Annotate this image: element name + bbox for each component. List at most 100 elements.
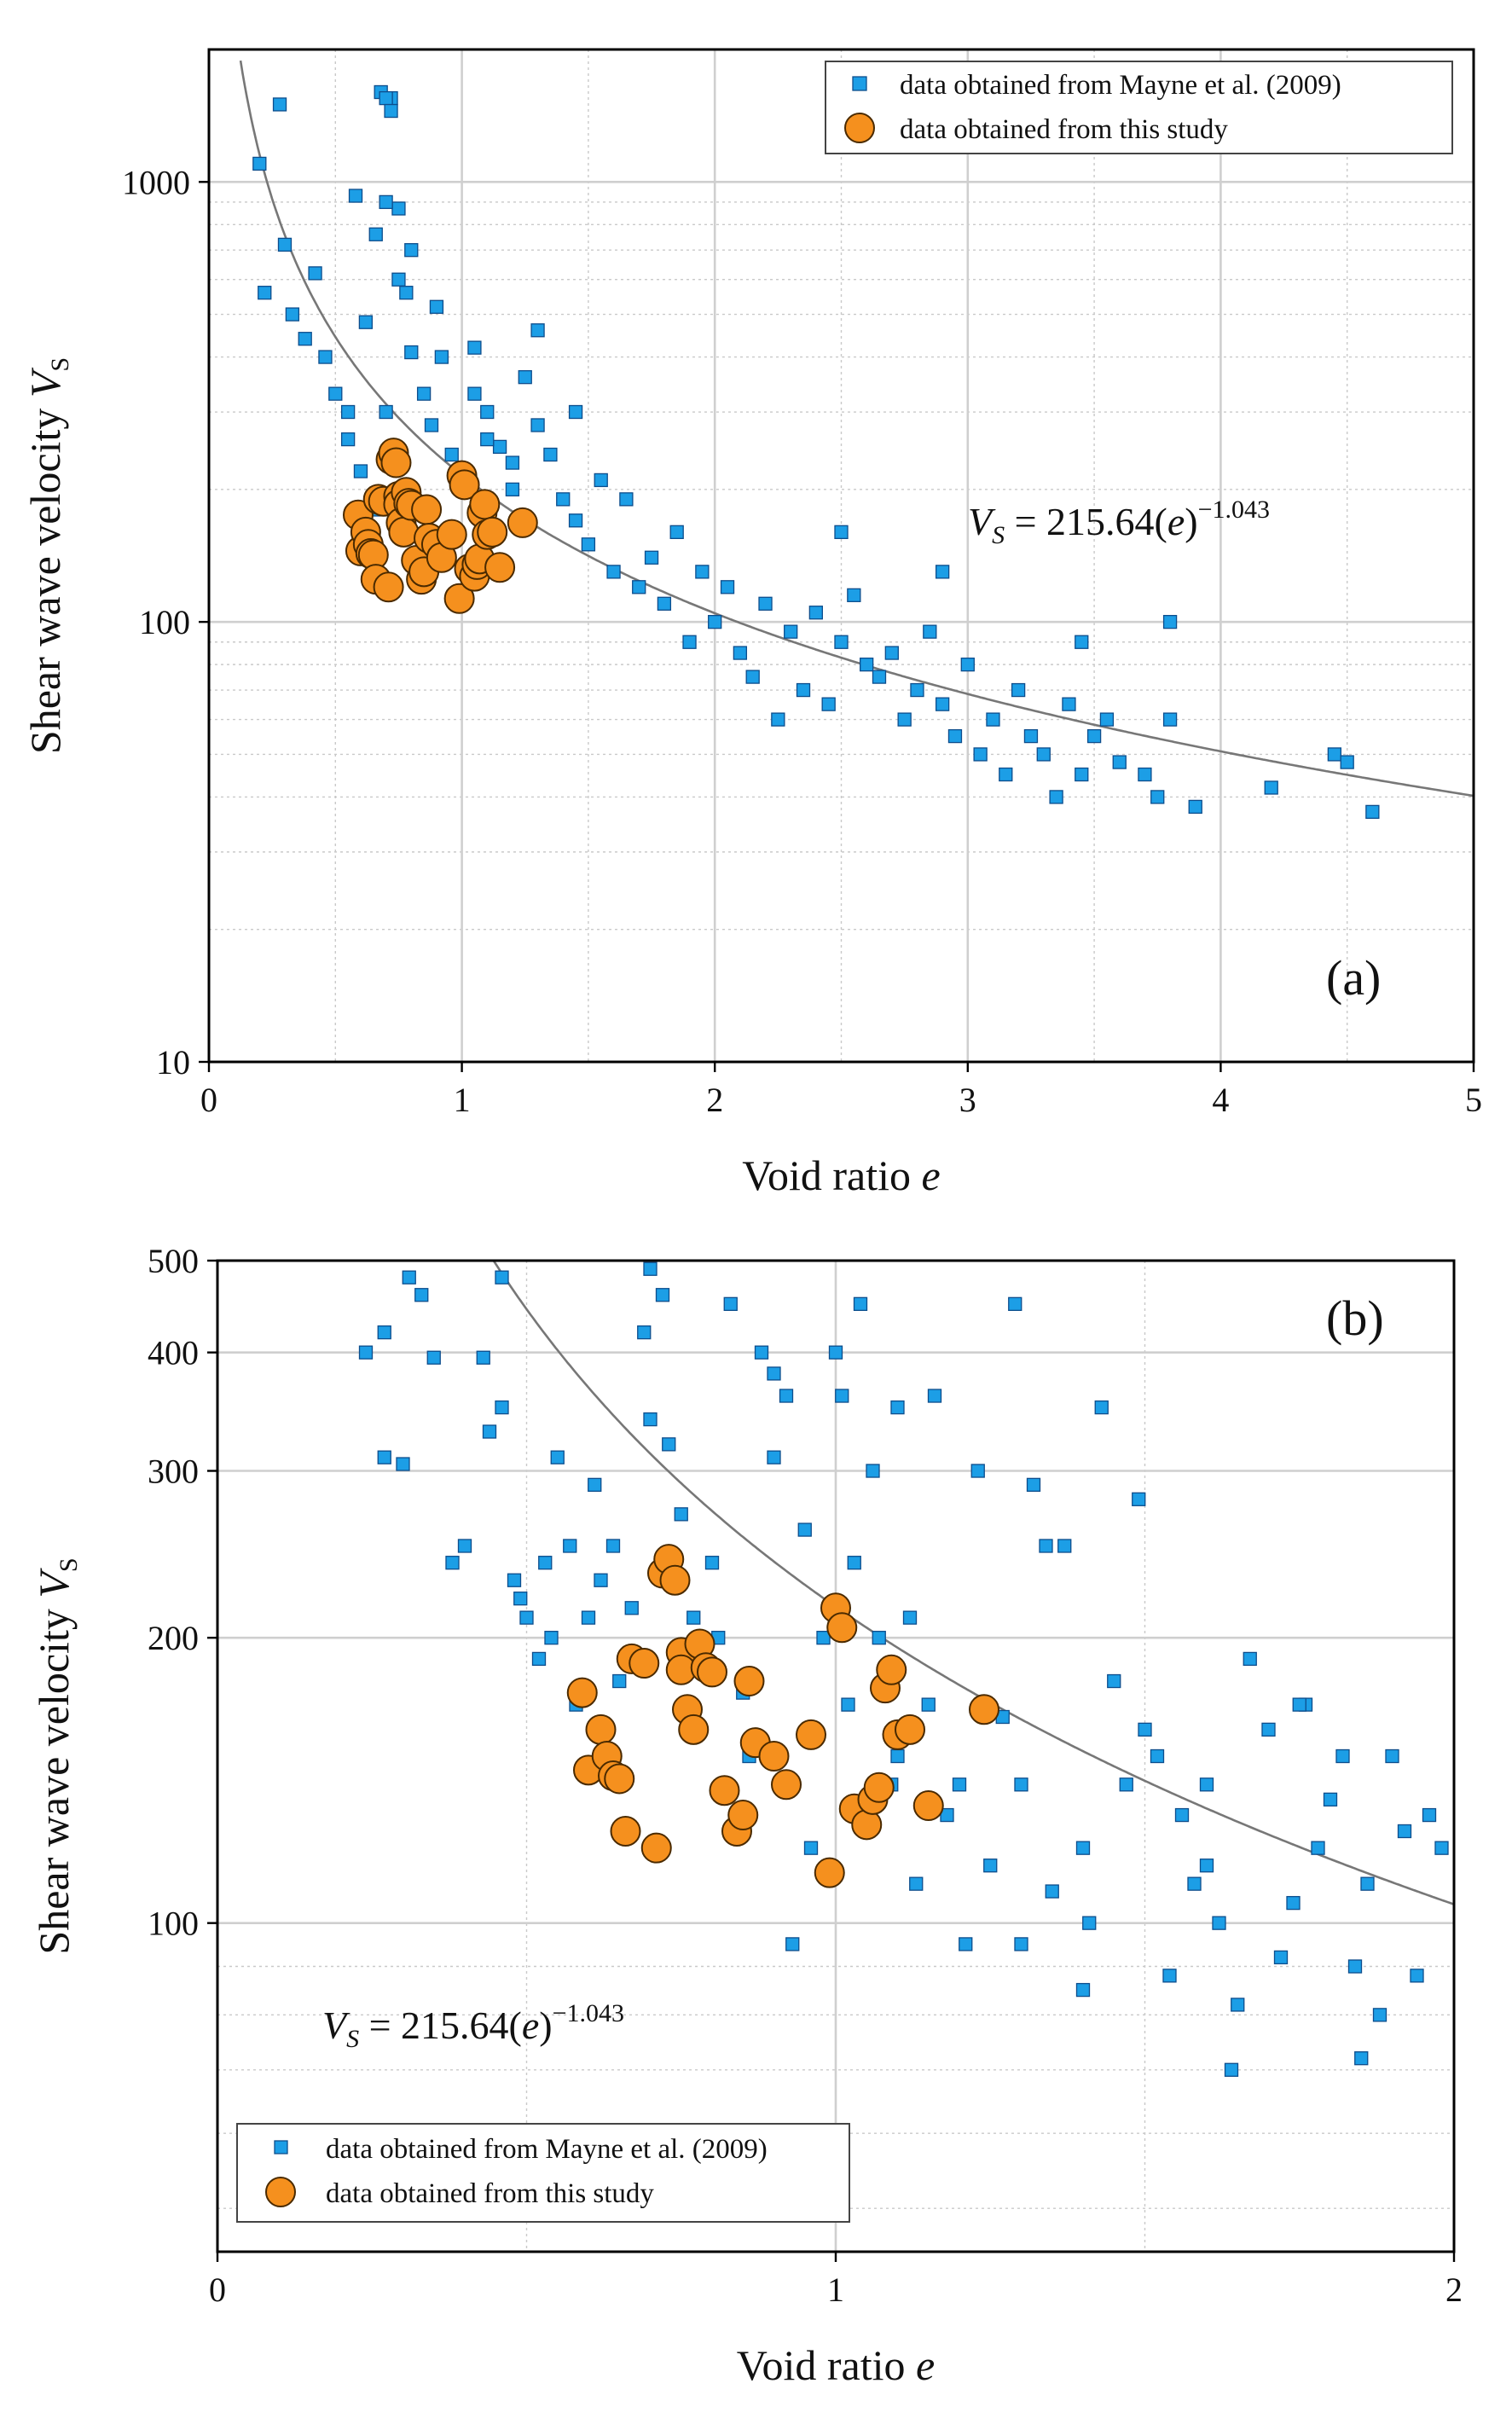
b-mayne-data-point <box>1286 1895 1301 1911</box>
b-mayne-data-point <box>476 1350 490 1365</box>
a-study-data-point <box>388 516 420 548</box>
a-mayne-data-point <box>480 432 495 447</box>
panel-b-y-axis-title: Shear wave velocity VS <box>30 1557 83 1954</box>
b-mayne-data-point <box>581 1610 596 1625</box>
a-mayne-data-point <box>368 227 383 241</box>
panel-a-y-title-var: V <box>21 367 69 397</box>
b-mayne-data-point <box>624 1601 639 1615</box>
b-mayne-data-point <box>983 1859 998 1873</box>
a-mayne-data-point <box>404 243 419 258</box>
b-mayne-data-point <box>1311 1841 1325 1855</box>
b-mayne-data-point <box>909 1876 924 1891</box>
b-mayne-data-point <box>495 1270 509 1284</box>
panel-b-eq-body: = 215.64( <box>359 2004 522 2047</box>
a-mayne-data-point <box>1327 747 1342 762</box>
a-mayne-data-point <box>923 624 937 639</box>
b-x-tick-label: 1 <box>827 2270 844 2309</box>
a-study-data-point <box>484 552 516 583</box>
panel-b-label: (b) <box>1326 1290 1384 1346</box>
a-mayne-data-point <box>379 90 393 106</box>
a-mayne-data-point <box>1188 799 1202 815</box>
a-study-data-point <box>373 571 404 603</box>
b-mayne-data-point <box>637 1325 652 1340</box>
b-mayne-data-point <box>1360 1876 1375 1891</box>
b-study-data-point <box>659 1564 691 1596</box>
a-mayne-data-point <box>384 103 398 119</box>
b-mayne-data-point <box>655 1288 670 1302</box>
b-mayne-data-point <box>1132 1492 1146 1506</box>
b-mayne-data-point <box>507 1573 522 1587</box>
b-mayne-data-point <box>531 1651 547 1667</box>
b-study-data-point <box>566 1677 598 1708</box>
b-mayne-data-point <box>402 1270 416 1284</box>
panel-a-eq-lhs-var: V <box>968 500 996 543</box>
a-mayne-data-point <box>444 447 459 462</box>
b-mayne-data-point <box>841 1697 855 1712</box>
b-mayne-data-point <box>1150 1748 1165 1764</box>
b-study-data-point <box>851 1809 883 1841</box>
a-mayne-data-point <box>530 323 545 338</box>
b-mayne-data-point <box>1174 1807 1190 1823</box>
a-mayne-data-point <box>480 404 495 420</box>
a-mayne-data-point <box>530 418 545 432</box>
a-mayne-data-point <box>353 464 368 478</box>
panel-b-eq-var: e <box>522 2004 539 2047</box>
panel-a-eq-exponent: −1.043 <box>1198 496 1270 524</box>
b-mayne-data-point <box>1014 1777 1028 1792</box>
a-x-tick-label: 3 <box>959 1081 976 1119</box>
a-mayne-data-point <box>277 237 293 252</box>
b-mayne-data-point <box>457 1539 472 1553</box>
b-mayne-data-point <box>835 1389 849 1403</box>
b-mayne-data-point <box>358 1345 374 1360</box>
a-mayne-data-point <box>1075 635 1089 649</box>
b-mayne-data-point <box>426 1350 441 1365</box>
panel-a-eq-lhs-sub: S <box>992 521 1005 549</box>
b-mayne-data-point <box>828 1345 843 1360</box>
a-mayne-data-point <box>808 606 823 620</box>
panel-b-y-title-sub: S <box>55 1557 83 1572</box>
a-x-tick-label: 0 <box>200 1081 217 1119</box>
b-mayne-data-point <box>1082 1916 1097 1930</box>
b-y-tick-label: 100 <box>148 1905 199 1943</box>
b-study-data-point <box>895 1714 925 1745</box>
panel-b-fit-equation: VS = 215.64(e)−1.043 <box>322 1999 624 2053</box>
a-mayne-data-point <box>1062 697 1076 711</box>
a-mayne-data-point <box>1340 755 1354 769</box>
b-mayne-data-point <box>952 1777 967 1792</box>
a-mayne-data-point <box>1049 790 1063 804</box>
a-mayne-data-point <box>492 439 507 455</box>
panel-a-mayne-markers <box>252 84 1380 820</box>
a-mayne-data-point <box>340 432 356 447</box>
a-x-tick-label: 5 <box>1465 1081 1482 1119</box>
b-y-tick-label: 200 <box>148 1619 199 1657</box>
b-study-data-point <box>709 1775 740 1806</box>
b-mayne-data-point <box>902 1610 918 1625</box>
a-mayne-data-point <box>404 345 419 360</box>
a-mayne-data-point <box>272 97 287 112</box>
a-mayne-data-point <box>568 513 583 528</box>
b-mayne-data-point <box>890 1400 905 1415</box>
b-study-data-point <box>604 1763 635 1795</box>
b-study-data-point <box>863 1772 895 1803</box>
a-mayne-data-point <box>1150 790 1165 804</box>
b-mayne-data-point <box>1014 1937 1028 1951</box>
panel-a-legend-box <box>825 61 1453 154</box>
b-mayne-data-point <box>1199 1859 1214 1873</box>
a-mayne-data-point <box>318 350 333 364</box>
panel-a-legend: data obtained from Mayne et al. (2009) d… <box>825 61 1453 154</box>
a-study-data-point <box>436 519 467 550</box>
panel-a-fit-equation: VS = 215.64(e)−1.043 <box>968 496 1270 549</box>
a-mayne-data-point <box>416 386 432 401</box>
b-mayne-data-point <box>704 1556 720 1570</box>
b-study-data-point <box>771 1769 802 1801</box>
b-mayne-data-point <box>940 1807 954 1823</box>
b-mayne-data-point <box>544 1631 559 1645</box>
a-study-data-point <box>443 583 475 614</box>
panel-b-legend-label-mayne: data obtained from Mayne et al. (2009) <box>326 2134 768 2165</box>
a-mayne-data-point <box>1086 728 1102 744</box>
panel-a-eq-var: e <box>1167 500 1185 543</box>
a-mayne-data-point <box>619 492 634 507</box>
a-mayne-data-point <box>298 332 312 346</box>
b-mayne-data-point <box>1026 1477 1041 1493</box>
panel-a-axis-ticks: 0 1 2 3 4 5 10 100 1000 <box>122 163 1482 1119</box>
